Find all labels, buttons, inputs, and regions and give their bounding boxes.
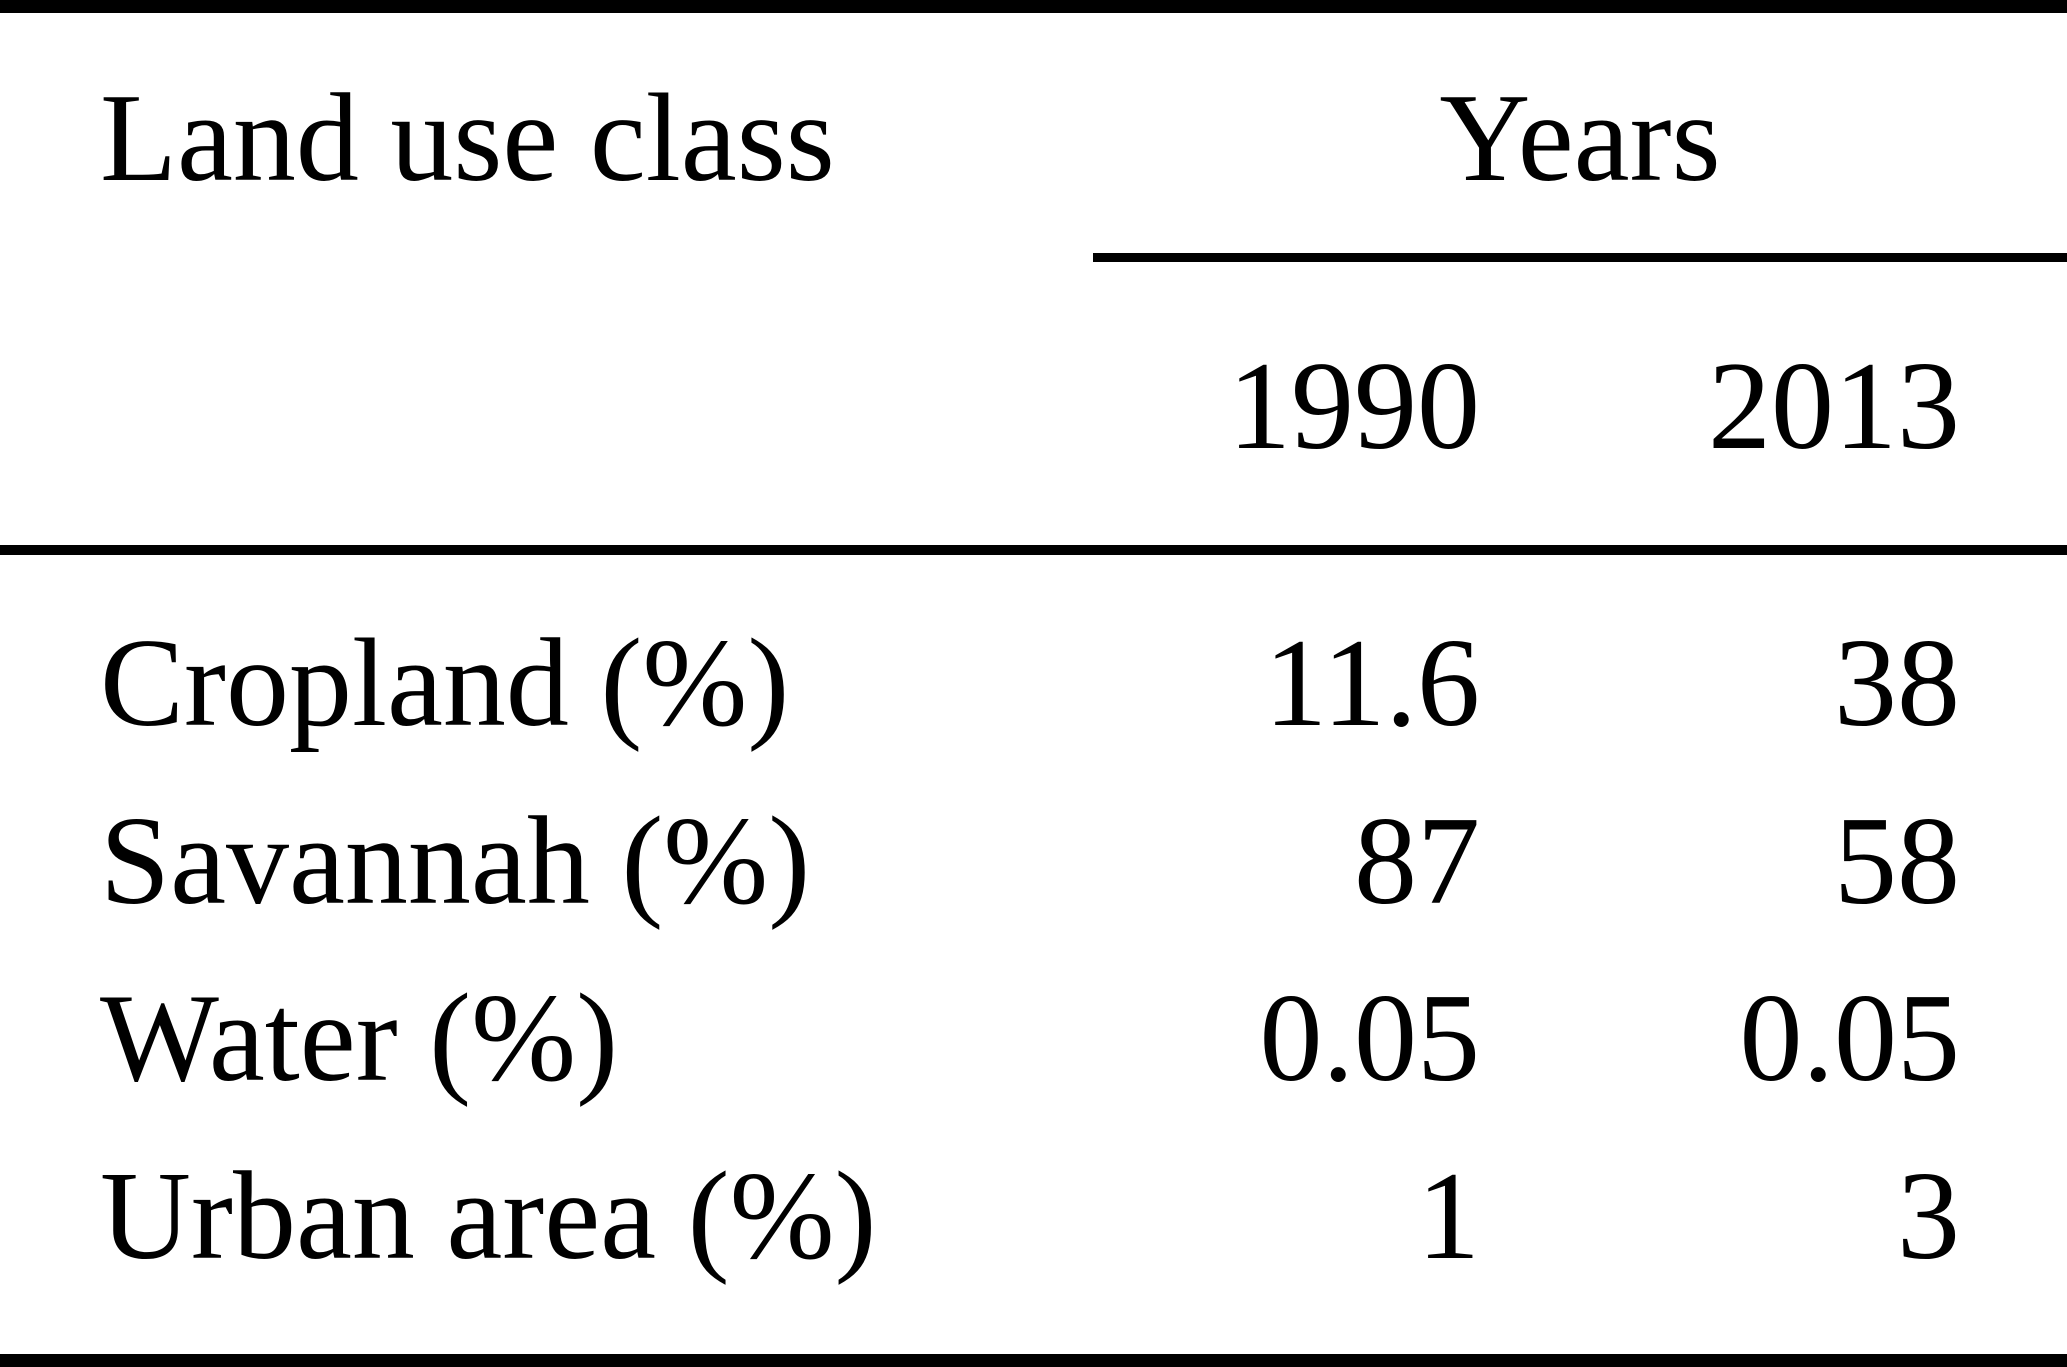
- row-label-cropland: Cropland (%): [100, 614, 790, 753]
- cell-water-1990: 0.05: [1259, 969, 1481, 1108]
- row-label-urban-area: Urban area (%): [100, 1147, 877, 1286]
- cell-cropland-1990: 11.6: [1264, 614, 1480, 753]
- column-header-1990: 1990: [1228, 337, 1480, 476]
- row-label-water: Water (%): [100, 969, 619, 1108]
- cell-urban-area-1990: 1: [1417, 1147, 1480, 1286]
- row-label-savannah: Savannah (%): [100, 792, 811, 931]
- cell-savannah-1990: 87: [1354, 792, 1480, 931]
- table-top-rule: [0, 0, 2067, 13]
- cell-urban-area-2013: 3: [1897, 1147, 1960, 1286]
- cell-cropland-2013: 38: [1834, 614, 1960, 753]
- column-header-2013: 2013: [1708, 337, 1960, 476]
- cell-water-2013: 0.05: [1739, 969, 1961, 1108]
- cell-savannah-2013: 58: [1834, 792, 1960, 931]
- header-body-divider-rule: [0, 545, 2067, 555]
- column-group-header-years: Years: [1439, 69, 1721, 208]
- column-header-land-use-class: Land use class: [100, 69, 835, 208]
- years-group-underline-rule: [1093, 253, 2067, 262]
- table-bottom-rule: [0, 1354, 2067, 1367]
